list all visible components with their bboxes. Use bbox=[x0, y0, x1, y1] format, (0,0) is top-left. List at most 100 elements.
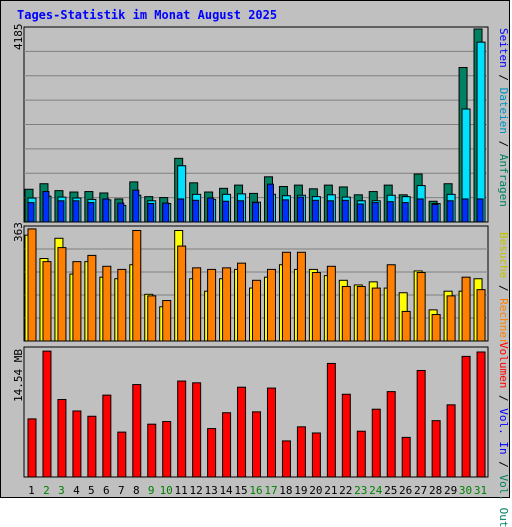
bar-seiten-day-14 bbox=[222, 200, 230, 223]
bar-dateien-day-31 bbox=[476, 41, 486, 223]
bar-volumen-day-4 bbox=[72, 410, 82, 478]
bar-volumen-day-6 bbox=[102, 394, 112, 478]
bar-rechner-day-20 bbox=[311, 272, 321, 342]
day-label: 20 bbox=[309, 484, 322, 497]
day-label: 19 bbox=[294, 484, 307, 497]
bar-rechner-day-30 bbox=[461, 276, 471, 342]
bar-rechner-day-2 bbox=[42, 261, 52, 342]
bar-rechner-day-31 bbox=[476, 289, 486, 342]
bar-volumen-day-25 bbox=[386, 391, 396, 478]
bar-volumen-day-8 bbox=[132, 384, 142, 478]
bar-seiten-day-29 bbox=[446, 200, 454, 223]
bar-seiten-day-15 bbox=[237, 200, 245, 223]
bar-volumen-day-27 bbox=[416, 369, 426, 478]
bar-rechner-day-9 bbox=[147, 295, 157, 342]
bar-volumen-day-11 bbox=[177, 380, 187, 478]
bar-seiten-day-28 bbox=[431, 203, 439, 223]
chart-title: Tages-Statistik im Monat August 2025 bbox=[17, 8, 278, 22]
bar-seiten-day-21 bbox=[326, 200, 334, 223]
bar-seiten-day-19 bbox=[296, 196, 304, 223]
bar-rechner-day-14 bbox=[222, 267, 232, 342]
bar-volumen-day-1 bbox=[27, 418, 37, 478]
bar-volumen-day-9 bbox=[147, 423, 157, 478]
bar-volumen-day-5 bbox=[87, 415, 97, 478]
day-label: 24 bbox=[369, 484, 383, 497]
day-label: 3 bbox=[58, 484, 65, 497]
bar-volumen-day-7 bbox=[117, 431, 127, 478]
bar-seiten-day-25 bbox=[386, 201, 394, 223]
bar-volumen-day-16 bbox=[252, 411, 262, 478]
bar-seiten-day-17 bbox=[266, 183, 274, 223]
bar-volumen-day-23 bbox=[356, 430, 366, 478]
bar-seiten-day-18 bbox=[281, 199, 289, 223]
bar-seiten-day-13 bbox=[207, 197, 215, 223]
bar-seiten-day-7 bbox=[117, 202, 125, 223]
day-label: 18 bbox=[279, 484, 292, 497]
day-label: 12 bbox=[190, 484, 203, 497]
bar-volumen-day-26 bbox=[401, 436, 411, 478]
day-label: 8 bbox=[133, 484, 140, 497]
bar-seiten-day-8 bbox=[132, 189, 140, 223]
day-label: 14 bbox=[219, 484, 233, 497]
bar-rechner-day-22 bbox=[341, 286, 351, 342]
bar-rechner-day-15 bbox=[237, 262, 247, 342]
bar-seiten-day-1 bbox=[27, 202, 35, 223]
bar-volumen-day-28 bbox=[431, 420, 441, 478]
bar-volumen-day-31 bbox=[476, 351, 486, 478]
bar-seiten-day-5 bbox=[87, 202, 95, 223]
bar-volumen-day-3 bbox=[57, 399, 67, 478]
bar-volumen-day-17 bbox=[266, 387, 276, 478]
bar-volumen-day-24 bbox=[371, 408, 381, 478]
bar-rechner-day-29 bbox=[446, 295, 456, 342]
day-label: 4 bbox=[73, 484, 80, 497]
bar-rechner-day-1 bbox=[27, 228, 37, 342]
day-label: 15 bbox=[234, 484, 247, 497]
day-label: 17 bbox=[264, 484, 277, 497]
bar-rechner-day-23 bbox=[356, 286, 366, 342]
bar-volumen-day-10 bbox=[162, 421, 172, 478]
day-label: 23 bbox=[354, 484, 367, 497]
bar-volumen-day-22 bbox=[341, 393, 351, 478]
bar-seiten-day-23 bbox=[356, 203, 364, 223]
day-label: 10 bbox=[160, 484, 173, 497]
bar-rechner-day-3 bbox=[57, 247, 67, 342]
bar-rechner-day-6 bbox=[102, 265, 112, 342]
bar-seiten-day-3 bbox=[57, 200, 65, 223]
bar-volumen-day-12 bbox=[192, 382, 202, 478]
bar-seiten-day-10 bbox=[162, 202, 170, 223]
day-label: 28 bbox=[429, 484, 442, 497]
day-label: 6 bbox=[103, 484, 110, 497]
bar-rechner-day-13 bbox=[207, 268, 217, 342]
bar-seiten-day-22 bbox=[341, 199, 349, 223]
day-label: 30 bbox=[459, 484, 472, 497]
bar-rechner-day-4 bbox=[72, 261, 82, 342]
day-label: 11 bbox=[175, 484, 188, 497]
bar-volumen-day-13 bbox=[207, 428, 217, 478]
bar-rechner-day-26 bbox=[401, 310, 411, 342]
day-label: 2 bbox=[43, 484, 50, 497]
bar-rechner-day-28 bbox=[431, 314, 441, 342]
bar-rechner-day-24 bbox=[371, 287, 381, 342]
bar-seiten-day-26 bbox=[401, 202, 409, 223]
bar-seiten-day-12 bbox=[192, 199, 200, 223]
day-label: 29 bbox=[444, 484, 457, 497]
bar-rechner-day-27 bbox=[416, 272, 426, 342]
bar-seiten-day-16 bbox=[252, 202, 260, 223]
bar-rechner-day-12 bbox=[192, 267, 202, 342]
bar-volumen-day-20 bbox=[311, 432, 321, 478]
bar-volumen-day-29 bbox=[446, 404, 456, 478]
bar-rechner-day-19 bbox=[296, 251, 306, 342]
bar-volumen-day-30 bbox=[461, 355, 471, 478]
day-label: 26 bbox=[399, 484, 412, 497]
bar-rechner-day-7 bbox=[117, 268, 127, 342]
bar-rechner-day-5 bbox=[87, 254, 97, 342]
bar-volumen-day-18 bbox=[281, 440, 291, 478]
bar-seiten-day-27 bbox=[416, 198, 424, 223]
bar-rechner-day-18 bbox=[281, 251, 291, 342]
bar-seiten-day-2 bbox=[42, 191, 50, 223]
chart-svg: 1 2 3 4 5 6 7 8 9 10 11 12 13 14 15 16 17 18 19 20 21 22 23 24 2… bbox=[23, 26, 489, 497]
day-label: 31 bbox=[474, 484, 487, 497]
bar-seiten-day-6 bbox=[102, 198, 110, 223]
bar-volumen-day-19 bbox=[296, 426, 306, 478]
day-label: 21 bbox=[324, 484, 337, 497]
